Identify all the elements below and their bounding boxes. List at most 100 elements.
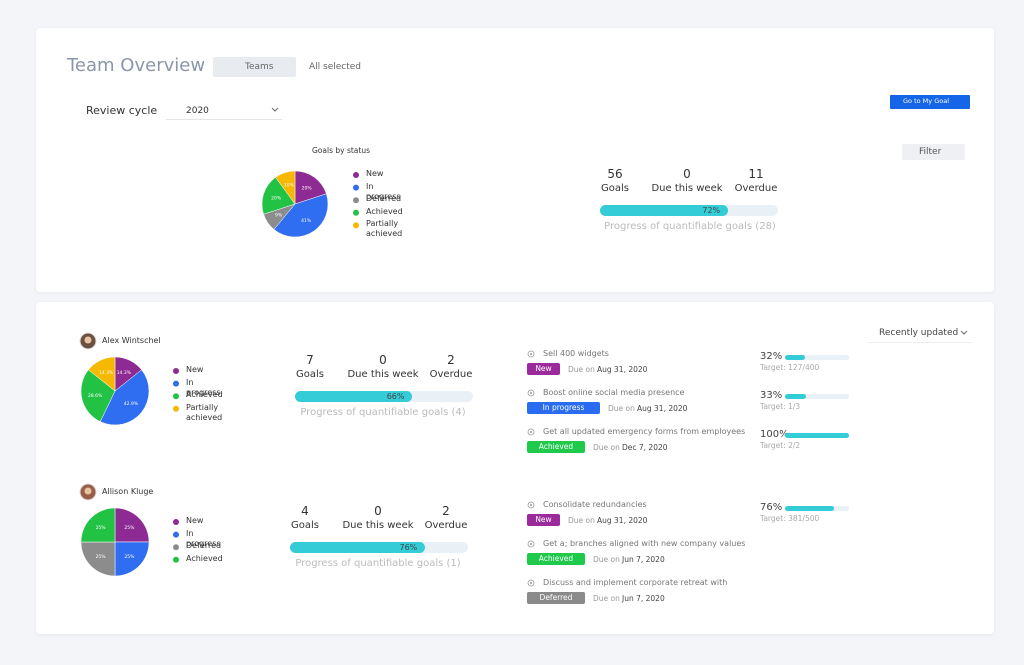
goal-title[interactable]: Sell 400 widgets <box>543 349 609 358</box>
goal-progress-label: 32% <box>760 351 783 362</box>
pie-slice <box>294 170 327 205</box>
goal-progress-fill <box>785 506 834 511</box>
goal-target: Target: 1/3 <box>760 402 801 411</box>
progress-caption: Progress of quantifiable goals (4) <box>300 407 466 418</box>
review-cycle-select[interactable] <box>166 102 282 120</box>
goal-icon <box>530 392 532 394</box>
sort-label: Recently updated <box>879 328 959 338</box>
legend-label: In progress <box>186 377 221 397</box>
goal-title[interactable]: Consolidate redundancies <box>543 500 647 509</box>
pie-value-label: 25% <box>96 525 107 531</box>
stat-label: Due this week <box>651 183 723 194</box>
stat-value: 4 <box>301 504 309 518</box>
stat-label: Goals <box>296 369 324 380</box>
sort-dropdown[interactable] <box>868 324 972 343</box>
legend-label: New <box>186 516 204 525</box>
goal-progress-fill <box>785 433 849 438</box>
legend-label: In progress <box>366 181 401 201</box>
due-label: Due on <box>593 443 620 452</box>
pie-slice <box>114 541 150 577</box>
legend-label: Achieved <box>186 553 223 563</box>
pie-value-label: 28.6% <box>88 393 103 399</box>
stat-value: 11 <box>748 167 764 181</box>
pie-value-label: 20% <box>302 185 313 191</box>
pie-value-label: 41% <box>301 218 312 224</box>
pie-value-label: 42.9% <box>124 401 139 407</box>
progress-caption: Progress of quantifiable goals (1) <box>295 558 461 569</box>
goal-target: Target: 2/2 <box>760 441 801 450</box>
goal-icon <box>527 501 535 509</box>
pie-slice <box>80 541 116 577</box>
legend-label: Achieved <box>366 206 403 216</box>
goal-title[interactable]: Boost online social media presence <box>543 388 685 397</box>
goal-title[interactable]: Discuss and implement corporate retreat … <box>543 578 728 587</box>
due-date: Dec 7, 2020 <box>622 443 668 452</box>
pie-slice <box>80 507 116 543</box>
stat-value: 56 <box>607 167 623 181</box>
goal-target: Target: 381/500 <box>760 514 820 523</box>
filter-button[interactable] <box>902 144 965 160</box>
goal-progress-track <box>785 394 849 399</box>
pie-value-label: 10% <box>284 183 295 189</box>
status-pill: Achieved <box>527 553 585 565</box>
chart-title: Goals by status <box>311 146 370 155</box>
avatar-face <box>84 336 92 344</box>
goal-title[interactable]: Get all updated emergency forms from emp… <box>543 427 746 436</box>
teams-label: Teams <box>245 62 274 72</box>
goal-icon <box>530 504 532 506</box>
legend-swatch <box>173 405 179 412</box>
status-pill: New <box>527 363 560 375</box>
goal-icon <box>530 543 532 545</box>
due-date: Jun 7, 2020 <box>622 594 665 603</box>
avatar-face <box>84 487 92 495</box>
legend-label: Partially achieved <box>186 402 223 422</box>
due-label: Due on <box>593 555 620 564</box>
goal-progress-label: 33% <box>760 390 783 401</box>
teams-dropdown[interactable] <box>213 57 296 77</box>
pie-value-label: 25% <box>96 554 107 560</box>
pie-slice <box>275 170 296 205</box>
goal-icon <box>530 431 532 433</box>
goal-title[interactable]: Get a; branches aligned with new company… <box>543 539 746 548</box>
goal-progress-fill <box>785 394 807 399</box>
pie-slice <box>99 369 150 426</box>
pie-value-label: 9% <box>275 213 283 219</box>
legend-label: Deferred <box>186 541 222 551</box>
go-button[interactable] <box>890 95 970 109</box>
goal-icon <box>527 428 535 436</box>
stat-value: 0 <box>379 353 387 367</box>
legend-swatch <box>353 197 359 204</box>
legend-label: New <box>366 169 384 178</box>
legend-swatch <box>173 519 179 525</box>
goal-icon <box>527 389 535 397</box>
goal-target: Target: 127/400 <box>760 363 820 372</box>
stat-label: Overdue <box>429 369 473 380</box>
review-cycle-value: 2020 <box>186 106 209 116</box>
legend-swatch <box>173 393 179 400</box>
legend-swatch <box>173 368 179 374</box>
due-date: Aug 31, 2020 <box>637 404 688 413</box>
due-label: Due on <box>568 516 595 525</box>
overview-panel <box>36 28 994 292</box>
due-date: Jun 7, 2020 <box>622 555 665 564</box>
chevron-icon <box>960 330 968 335</box>
filter-label: Filter <box>919 147 942 157</box>
progress-label: 72% <box>702 206 721 215</box>
legend-swatch <box>173 556 179 563</box>
stat-label: Overdue <box>734 183 778 194</box>
status-pill: Deferred <box>527 592 585 604</box>
status-pill: In progress <box>527 402 600 414</box>
progress-fill <box>600 205 729 216</box>
legend-label: In progress <box>186 528 221 548</box>
legend-swatch <box>353 209 359 216</box>
pie-value-label: 25% <box>124 525 135 531</box>
due-label: Due on <box>608 404 635 413</box>
pie-value-label: 25% <box>124 554 135 560</box>
goal-icon <box>530 353 532 355</box>
pie-slice <box>114 507 150 543</box>
stat-value: 7 <box>306 353 314 367</box>
goal-progress-fill <box>785 355 806 360</box>
due-label: Due on <box>593 594 620 603</box>
